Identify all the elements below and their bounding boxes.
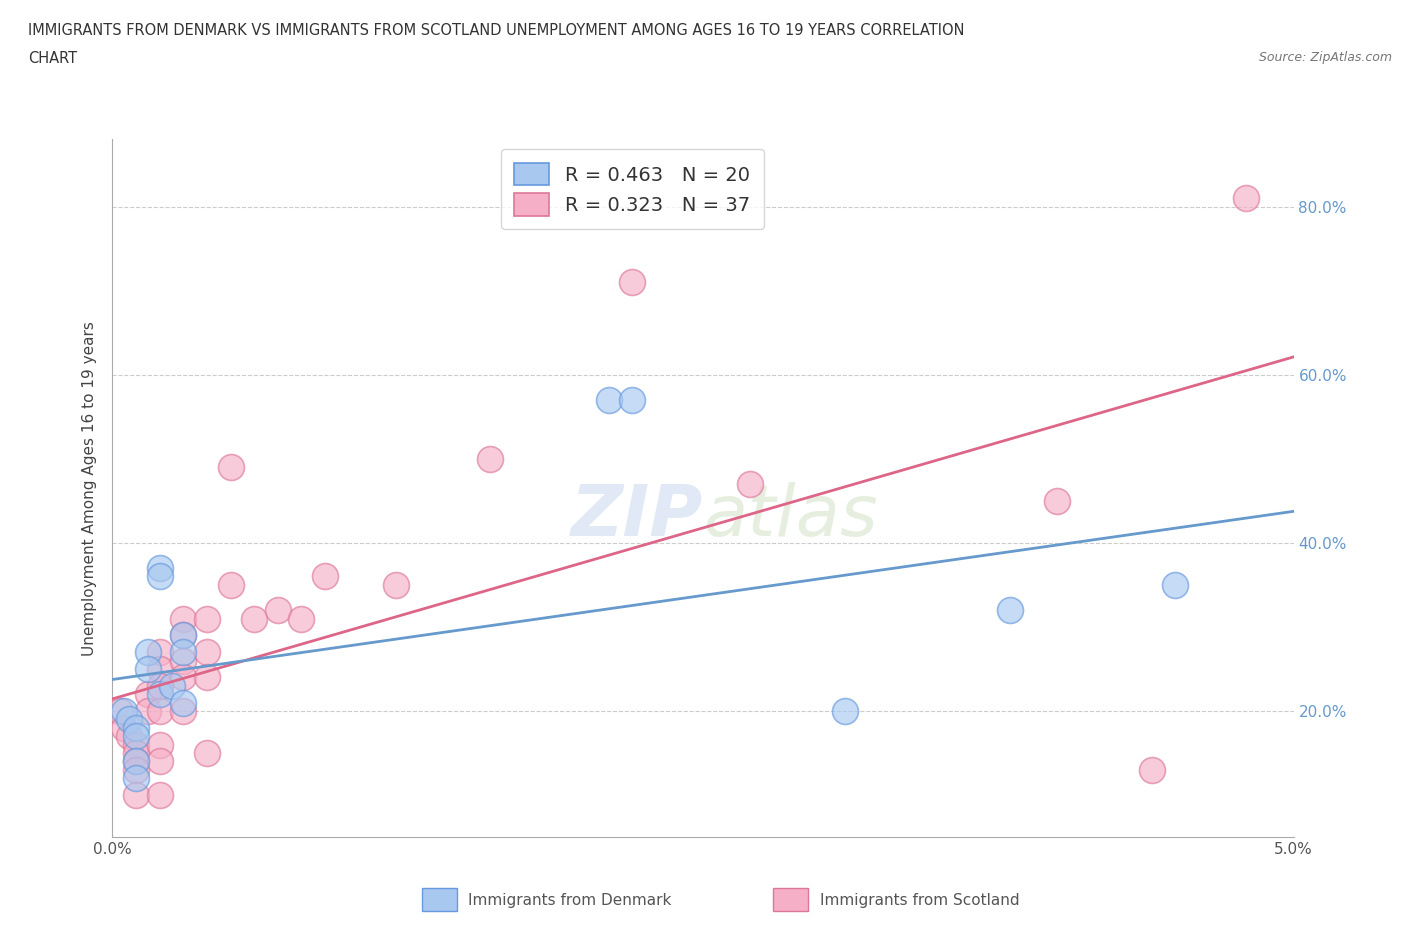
Point — [136, 686, 159, 701]
Point — [172, 611, 194, 626]
Point — [149, 661, 172, 676]
Point — [621, 275, 644, 290]
Point — [385, 578, 408, 592]
Point — [149, 754, 172, 769]
Point — [172, 628, 194, 643]
Point — [267, 603, 290, 618]
Point — [125, 754, 148, 769]
Point — [172, 695, 194, 710]
Point — [195, 670, 218, 684]
Text: Immigrants from Scotland: Immigrants from Scotland — [820, 893, 1019, 908]
Point — [290, 611, 312, 626]
Point — [195, 746, 218, 761]
Point — [149, 678, 172, 693]
Point — [125, 721, 148, 736]
Point — [149, 561, 172, 576]
Point — [172, 644, 194, 659]
Point — [998, 603, 1021, 618]
Point — [112, 703, 135, 718]
Point — [125, 763, 148, 777]
Text: Source: ZipAtlas.com: Source: ZipAtlas.com — [1258, 51, 1392, 64]
Y-axis label: Unemployment Among Ages 16 to 19 years: Unemployment Among Ages 16 to 19 years — [82, 321, 97, 656]
Point — [149, 644, 172, 659]
Point — [1234, 191, 1257, 206]
Point — [149, 703, 172, 718]
Point — [172, 670, 194, 684]
Point — [1164, 578, 1187, 592]
Point — [149, 686, 172, 701]
Point — [149, 569, 172, 584]
Point — [172, 628, 194, 643]
Point — [195, 611, 218, 626]
Point — [195, 644, 218, 659]
Point — [621, 392, 644, 407]
Text: Immigrants from Denmark: Immigrants from Denmark — [468, 893, 672, 908]
Point — [136, 661, 159, 676]
Legend: R = 0.463   N = 20, R = 0.323   N = 37: R = 0.463 N = 20, R = 0.323 N = 37 — [501, 149, 763, 229]
Text: ZIP: ZIP — [571, 482, 703, 551]
Point — [112, 721, 135, 736]
Point — [125, 788, 148, 803]
Point — [125, 746, 148, 761]
Point — [1140, 763, 1163, 777]
Text: CHART: CHART — [28, 51, 77, 66]
Point — [136, 644, 159, 659]
Point — [598, 392, 620, 407]
Point — [149, 788, 172, 803]
Point — [118, 711, 141, 726]
Point — [243, 611, 266, 626]
Point — [125, 754, 148, 769]
Point — [314, 569, 336, 584]
Point — [740, 476, 762, 491]
Point — [149, 737, 172, 752]
Point — [125, 737, 148, 752]
Point — [479, 451, 502, 466]
Point — [125, 771, 148, 786]
Point — [219, 578, 242, 592]
Text: atlas: atlas — [703, 482, 877, 551]
Point — [118, 729, 141, 744]
Point — [125, 729, 148, 744]
Point — [136, 703, 159, 718]
Point — [172, 653, 194, 668]
Point — [1046, 494, 1069, 509]
Point — [219, 459, 242, 474]
Point — [172, 703, 194, 718]
Point — [160, 678, 183, 693]
Point — [108, 703, 131, 718]
Point — [834, 703, 856, 718]
Text: IMMIGRANTS FROM DENMARK VS IMMIGRANTS FROM SCOTLAND UNEMPLOYMENT AMONG AGES 16 T: IMMIGRANTS FROM DENMARK VS IMMIGRANTS FR… — [28, 23, 965, 38]
